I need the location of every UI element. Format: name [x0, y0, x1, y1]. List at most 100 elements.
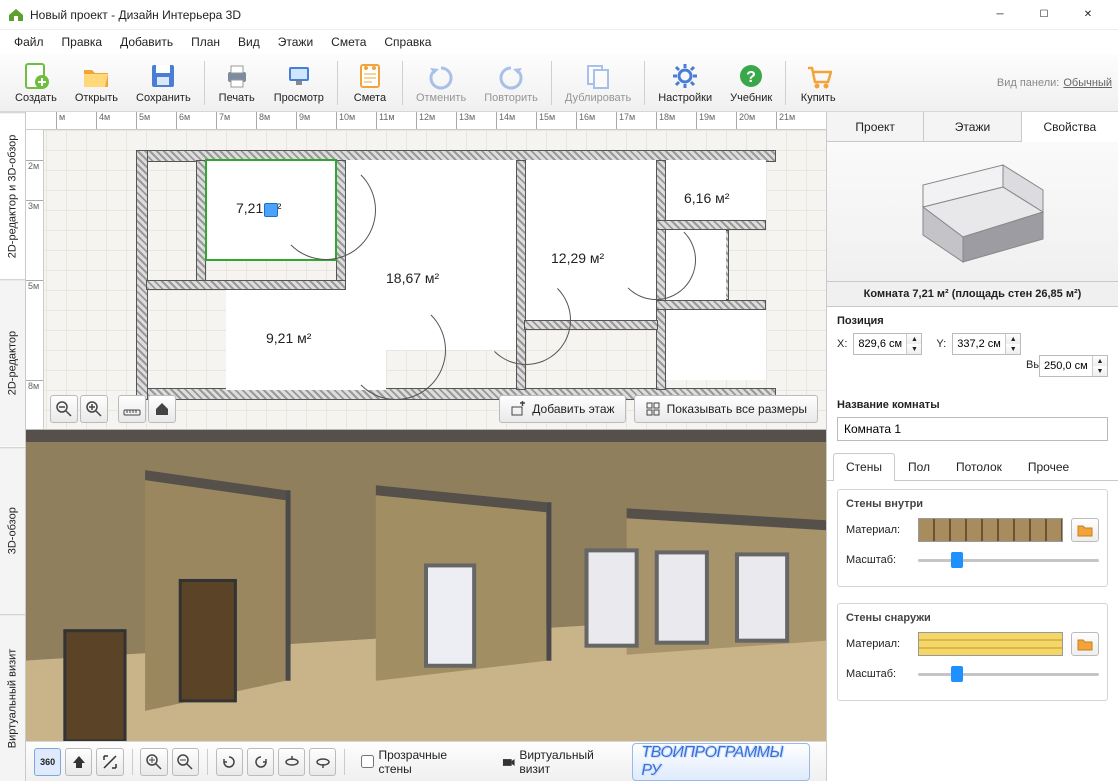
- bottom-toolbar: 360 Прозрачные стены Виртуальный визит Т…: [26, 741, 826, 781]
- create-button[interactable]: Создать: [6, 59, 66, 107]
- close-button[interactable]: ✕: [1066, 0, 1110, 30]
- mat1-swatch[interactable]: [918, 518, 1063, 542]
- h-down[interactable]: ▼: [1093, 366, 1107, 376]
- ruler-tick: 13м: [456, 112, 475, 130]
- walls-inside-group: Стены внутри Материал: Масштаб:: [837, 489, 1108, 587]
- maximize-button[interactable]: ☐: [1022, 0, 1066, 30]
- pan-button[interactable]: [65, 748, 92, 776]
- zoom-in-button[interactable]: [80, 395, 108, 423]
- minimize-button[interactable]: ─: [978, 0, 1022, 30]
- y-input[interactable]: [953, 334, 1005, 354]
- left-tab[interactable]: 2D-редактор: [0, 279, 25, 446]
- rot-left-button[interactable]: [216, 748, 243, 776]
- left-tab[interactable]: Виртуальный визит: [0, 614, 25, 781]
- virtual-visit-check[interactable]: Виртуальный визит: [502, 748, 625, 776]
- wall: [196, 160, 206, 290]
- door-arc: [346, 300, 446, 400]
- buy-button[interactable]: Купить: [790, 59, 846, 107]
- budget-button[interactable]: Смета: [342, 59, 398, 107]
- ruler-tick: 18м: [656, 112, 675, 130]
- ruler-tick: 19м: [696, 112, 715, 130]
- x-spinbox[interactable]: ▲▼: [853, 333, 922, 355]
- undo-label: Отменить: [416, 92, 466, 104]
- y-label: Y:: [936, 338, 946, 350]
- ruler-tick: 3м: [26, 200, 43, 211]
- y-spinbox[interactable]: ▲▼: [952, 333, 1021, 355]
- ruler-tick: 2м: [26, 160, 43, 171]
- show-dims-button[interactable]: Показывать все размеры: [634, 395, 818, 423]
- x-input[interactable]: [854, 334, 906, 354]
- rp-subtab-3[interactable]: Прочее: [1015, 453, 1082, 480]
- ruler-tick: 8м: [256, 112, 270, 130]
- scale2-slider[interactable]: [918, 664, 1099, 684]
- show-dims-label: Показывать все размеры: [667, 402, 807, 416]
- rp-tab-2[interactable]: Свойства: [1022, 112, 1118, 142]
- open-button[interactable]: Открыть: [66, 59, 127, 107]
- panel-mode-label: Вид панели:: [997, 77, 1059, 89]
- home-button[interactable]: [148, 395, 176, 423]
- left-tab[interactable]: 2D-редактор и 3D-обзор: [0, 112, 25, 279]
- mat1-browse[interactable]: [1071, 518, 1099, 542]
- rot-right-button[interactable]: [247, 748, 274, 776]
- menu-Справка[interactable]: Справка: [376, 32, 439, 52]
- mat2-browse[interactable]: [1071, 632, 1099, 656]
- menu-Этажи[interactable]: Этажи: [270, 32, 321, 52]
- menu-Вид[interactable]: Вид: [230, 32, 268, 52]
- h-input[interactable]: [1040, 356, 1092, 376]
- door-arc: [481, 275, 571, 365]
- menu-Смета[interactable]: Смета: [323, 32, 374, 52]
- zoom-out-3d-button[interactable]: [172, 748, 199, 776]
- room-r7[interactable]: [666, 310, 766, 380]
- save-button[interactable]: Сохранить: [127, 59, 200, 107]
- h-up[interactable]: ▲: [1093, 356, 1107, 366]
- left-tab[interactable]: 3D-обзор: [0, 447, 25, 614]
- tilt-up-button[interactable]: [278, 748, 305, 776]
- panel-mode-link[interactable]: Обычный: [1063, 77, 1112, 89]
- print-button[interactable]: Печать: [209, 59, 265, 107]
- orbit-360-button[interactable]: 360: [34, 748, 61, 776]
- menu-Файл[interactable]: Файл: [6, 32, 52, 52]
- view-2d[interactable]: 2м3м5м8м 7,21 м²18,67 м²12,29 м²6,16 м²9…: [26, 130, 826, 430]
- x-down[interactable]: ▼: [907, 344, 921, 354]
- main-area: 2D-редактор и 3D-обзор2D-редактор3D-обзо…: [0, 112, 1118, 781]
- scale-button[interactable]: [96, 748, 123, 776]
- x-up[interactable]: ▲: [907, 334, 921, 344]
- tutorial-button[interactable]: ?Учебник: [721, 59, 781, 107]
- rp-subtab-2[interactable]: Потолок: [943, 453, 1015, 480]
- menu-Добавить[interactable]: Добавить: [112, 32, 181, 52]
- zoom-out-button[interactable]: [50, 395, 78, 423]
- right-panel-tabs: ПроектЭтажиСвойства: [827, 112, 1118, 142]
- add-floor-icon: [510, 401, 526, 417]
- ruler-tick: 15м: [536, 112, 555, 130]
- add-floor-button[interactable]: Добавить этаж: [499, 395, 625, 423]
- mat2-swatch[interactable]: [918, 632, 1063, 656]
- settings-button[interactable]: Настройки: [649, 59, 721, 107]
- room-r4[interactable]: 6,16 м²: [666, 160, 766, 220]
- floor-plan[interactable]: 7,21 м²18,67 м²12,29 м²6,16 м²9,21 м²: [136, 150, 776, 410]
- rp-tab-0[interactable]: Проект: [827, 112, 924, 141]
- preview-button[interactable]: Просмотр: [265, 59, 333, 107]
- ruler-vertical: 2м3м5м8м: [26, 130, 44, 429]
- measure-button[interactable]: [118, 395, 146, 423]
- zoom-in-3d-button[interactable]: [140, 748, 167, 776]
- settings-icon: [671, 62, 699, 90]
- view-3d[interactable]: [26, 430, 826, 741]
- h-spinbox[interactable]: ▲▼: [1039, 355, 1108, 377]
- menu-План[interactable]: План: [183, 32, 228, 52]
- y-down[interactable]: ▼: [1006, 344, 1020, 354]
- scale1-slider[interactable]: [918, 550, 1099, 570]
- ruler-tick: 17м: [616, 112, 635, 130]
- view2d-tools: [50, 395, 176, 423]
- save-label: Сохранить: [136, 92, 191, 104]
- menu-Правка[interactable]: Правка: [54, 32, 111, 52]
- room-name-input[interactable]: [837, 417, 1108, 441]
- view2d-right-buttons: Добавить этаж Показывать все размеры: [499, 395, 818, 423]
- scale1-label: Масштаб:: [846, 554, 910, 566]
- transparent-walls-check[interactable]: Прозрачные стены: [361, 748, 479, 776]
- ruler-tick: 21м: [776, 112, 795, 130]
- rp-subtab-0[interactable]: Стены: [833, 453, 895, 481]
- rp-tab-1[interactable]: Этажи: [924, 112, 1021, 141]
- tilt-down-button[interactable]: [309, 748, 336, 776]
- rp-subtab-1[interactable]: Пол: [895, 453, 943, 480]
- y-up[interactable]: ▲: [1006, 334, 1020, 344]
